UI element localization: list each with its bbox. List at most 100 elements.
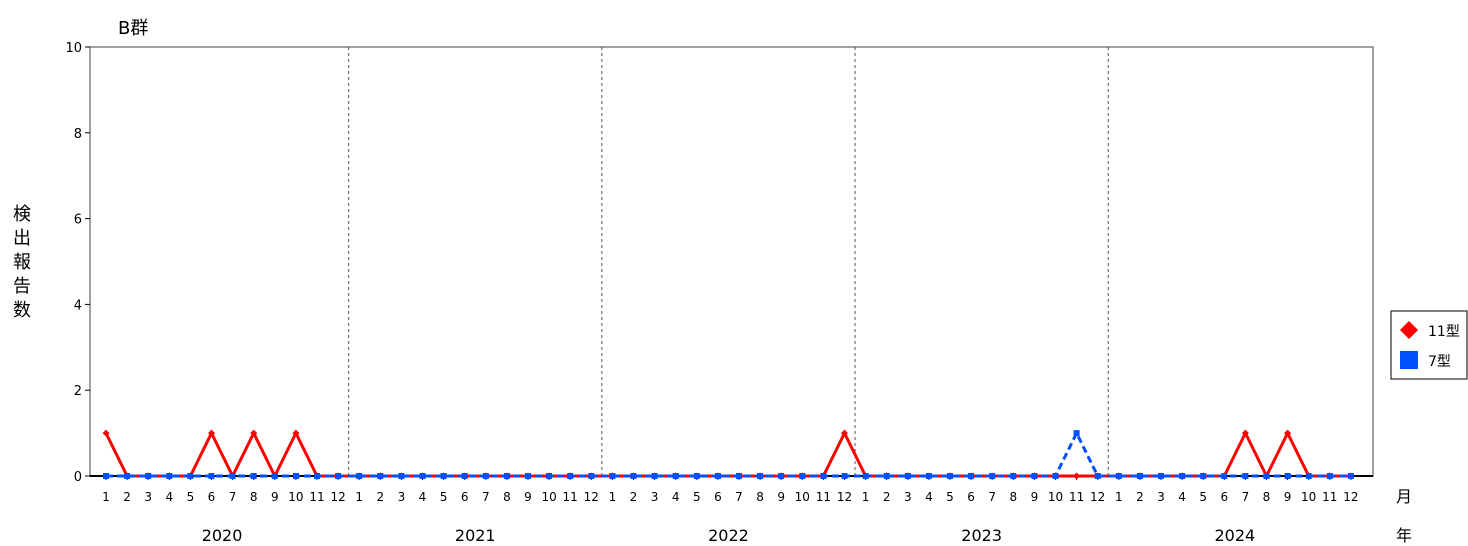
x-year-label: 2024 — [1214, 526, 1255, 545]
x-month-label: 7 — [229, 490, 237, 504]
data-point-7型 — [335, 473, 342, 479]
data-point-7型 — [314, 473, 320, 479]
x-month-label: 6 — [1220, 490, 1228, 504]
data-point-7型 — [1115, 473, 1122, 479]
data-point-7型 — [1221, 473, 1228, 479]
x-month-label: 12 — [837, 490, 852, 504]
data-point-7型 — [947, 473, 953, 479]
data-point-7型 — [1073, 430, 1080, 437]
x-month-label: 3 — [1157, 490, 1165, 504]
x-month-label: 10 — [795, 490, 810, 504]
data-point-7型 — [1179, 473, 1186, 479]
series-lines — [104, 429, 1351, 480]
x-month-label: 2 — [376, 490, 384, 504]
x-month-label: 8 — [503, 490, 511, 504]
data-point-7型 — [820, 473, 827, 479]
data-point-7型 — [883, 473, 890, 479]
data-point-7型 — [292, 473, 299, 479]
data-point-7型 — [862, 473, 869, 479]
data-point-7型 — [1284, 473, 1291, 479]
x-month-label: 9 — [1031, 490, 1039, 504]
x-month-label: 3 — [398, 490, 406, 504]
legend-marker-7型 — [1400, 351, 1418, 369]
x-axis: 1 2 3 4 5 6 7 8 9 10 11 12 1 2 3 4 5 6 7 8 9 10 11 12 1 2 3 4 5 6 7 8 9 1… — [90, 475, 1373, 545]
x-month-label: 5 — [1199, 490, 1207, 504]
data-point-7型 — [968, 473, 975, 479]
y-axis-label-char: 告 — [13, 276, 31, 297]
x-month-label: 1 — [355, 490, 363, 504]
y-axis-label-char: 報 — [13, 252, 31, 273]
data-point-7型 — [1242, 473, 1249, 479]
x-month-label: 11 — [1322, 490, 1337, 504]
x-month-label: 8 — [756, 490, 764, 504]
x-month-label: 11 — [1069, 490, 1084, 504]
data-point-7型 — [440, 473, 447, 479]
data-point-7型 — [166, 473, 173, 479]
x-month-label: 8 — [1009, 490, 1017, 504]
data-point-7型 — [1263, 473, 1270, 479]
data-point-7型 — [904, 473, 911, 479]
data-point-7型 — [356, 473, 363, 479]
data-point-7型 — [208, 473, 215, 479]
data-point-7型 — [503, 473, 510, 479]
data-point-7型 — [419, 473, 426, 479]
data-point-11型 — [1073, 472, 1081, 480]
y-axis-label-char: 数 — [13, 300, 31, 321]
x-axis-year-label: 年 — [1396, 526, 1412, 545]
y-axis: 0 2 4 6 8 10 — [65, 41, 90, 485]
data-point-7型 — [588, 473, 595, 479]
chart-title: B群 — [118, 18, 148, 39]
x-month-label: 3 — [651, 490, 659, 504]
x-month-label: 12 — [1090, 490, 1105, 504]
x-month-label: 2 — [883, 490, 891, 504]
x-month-label: 10 — [1301, 490, 1316, 504]
y-tick-label: 2 — [74, 384, 82, 399]
data-point-7型 — [1010, 473, 1017, 479]
y-tick-label: 6 — [74, 213, 82, 228]
x-month-label: 4 — [419, 490, 427, 504]
x-month-label: 11 — [563, 490, 578, 504]
data-point-7型 — [229, 473, 236, 479]
data-point-11型 — [1241, 429, 1249, 437]
x-month-label: 12 — [1343, 490, 1358, 504]
data-point-11型 — [1284, 429, 1292, 437]
x-year-label: 2020 — [202, 526, 243, 545]
data-point-7型 — [103, 473, 109, 479]
data-point-7型 — [841, 473, 848, 479]
data-point-7型 — [1326, 473, 1333, 479]
data-point-7型 — [736, 473, 742, 479]
x-month-label: 5 — [440, 490, 448, 504]
data-point-7型 — [799, 473, 806, 479]
data-point-7型 — [989, 473, 996, 479]
x-month-label: 6 — [208, 490, 216, 504]
y-axis-label-char: 検 — [13, 204, 31, 225]
x-month-label: 9 — [271, 490, 279, 504]
legend-label: 7型 — [1428, 354, 1451, 370]
x-month-label: 10 — [1048, 490, 1063, 504]
x-month-label: 9 — [777, 490, 785, 504]
x-month-label: 11 — [816, 490, 831, 504]
data-point-7型 — [271, 473, 278, 479]
x-year-label: 2021 — [455, 526, 496, 545]
legend-label: 11型 — [1428, 324, 1460, 340]
data-point-7型 — [250, 473, 257, 479]
x-month-label: 10 — [288, 490, 303, 504]
data-point-7型 — [525, 473, 531, 479]
x-month-label: 5 — [187, 490, 195, 504]
legend: 11型 7型 — [1390, 310, 1468, 380]
data-point-7型 — [1305, 473, 1312, 479]
x-month-label: 8 — [250, 490, 258, 504]
y-tick-label: 8 — [74, 127, 82, 142]
x-month-label: 4 — [1178, 490, 1186, 504]
x-month-label: 12 — [330, 490, 345, 504]
x-year-label: 2022 — [708, 526, 749, 545]
series-markers — [102, 429, 1355, 480]
x-month-label: 8 — [1263, 490, 1271, 504]
x-month-label: 3 — [904, 490, 912, 504]
x-month-label: 4 — [165, 490, 173, 504]
data-point-7型 — [1052, 473, 1059, 479]
data-point-7型 — [714, 473, 721, 479]
data-point-11型 — [292, 429, 300, 437]
data-point-7型 — [546, 473, 553, 479]
data-point-7型 — [1094, 473, 1101, 479]
